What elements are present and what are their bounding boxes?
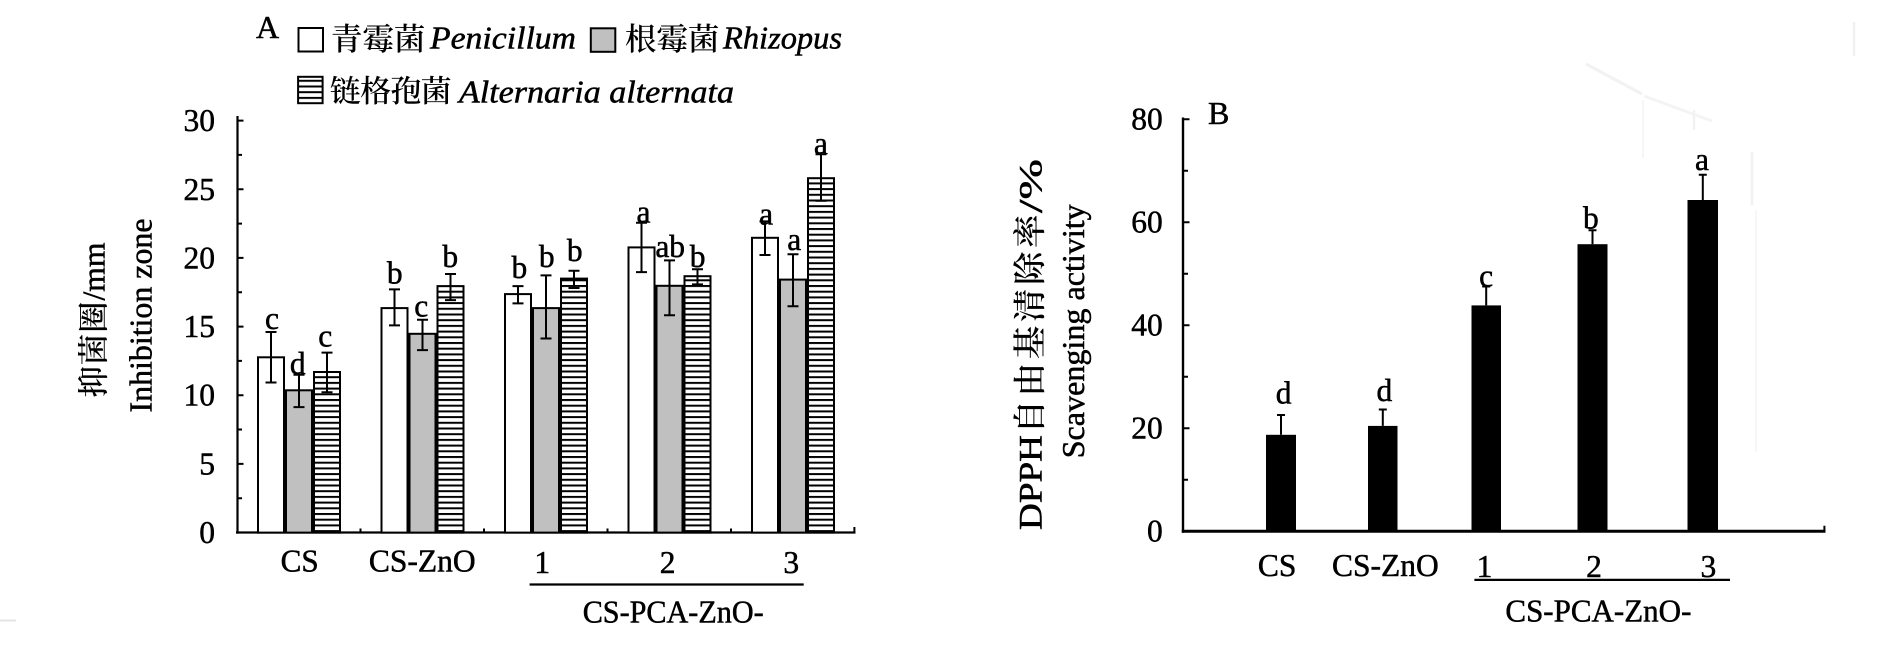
svg-text:2: 2 — [660, 545, 676, 580]
svg-text:20: 20 — [1131, 411, 1163, 446]
svg-text:0: 0 — [1147, 514, 1163, 549]
svg-text:20: 20 — [184, 240, 216, 275]
svg-text:CS-PCA-ZnO-: CS-PCA-ZnO- — [1505, 594, 1691, 629]
svg-text:ab: ab — [655, 229, 685, 264]
svg-text:80: 80 — [1131, 102, 1163, 137]
svg-text:10: 10 — [184, 378, 216, 413]
svg-text:CS-ZnO: CS-ZnO — [369, 544, 476, 579]
svg-text:25: 25 — [184, 172, 216, 207]
svg-text:b: b — [539, 239, 555, 274]
svg-text:30: 30 — [184, 103, 216, 138]
svg-text:d: d — [1377, 373, 1393, 408]
svg-text:1: 1 — [534, 545, 550, 580]
svg-text:B: B — [1208, 95, 1229, 131]
svg-text:Alternaria alternata: Alternaria alternata — [457, 75, 734, 110]
svg-text:3: 3 — [783, 545, 799, 580]
svg-text:Penicillum: Penicillum — [429, 21, 576, 56]
svg-text:/%: /% — [1014, 159, 1050, 213]
svg-text:d: d — [1276, 376, 1292, 411]
svg-text:DPPH: DPPH — [1014, 435, 1050, 530]
svg-text:0: 0 — [199, 515, 215, 550]
svg-text:b: b — [512, 250, 528, 285]
svg-text:2: 2 — [1586, 549, 1602, 584]
svg-text:3: 3 — [1701, 549, 1717, 584]
svg-text:Rhizopus: Rhizopus — [722, 21, 842, 56]
svg-text:CS: CS — [1258, 548, 1297, 583]
svg-text:CS-PCA-ZnO-: CS-PCA-ZnO- — [583, 595, 764, 630]
svg-text:/mm: /mm — [77, 242, 112, 300]
svg-text:CS: CS — [281, 544, 319, 579]
svg-text:c: c — [1479, 259, 1493, 294]
svg-text:5: 5 — [199, 446, 215, 481]
svg-text:a: a — [759, 197, 773, 232]
svg-text:A: A — [256, 9, 279, 45]
svg-text:d: d — [290, 346, 306, 381]
svg-text:CS-ZnO: CS-ZnO — [1332, 548, 1439, 583]
svg-text:a: a — [637, 195, 651, 230]
svg-text:Inhibition zone: Inhibition zone — [124, 218, 159, 412]
svg-text:60: 60 — [1131, 205, 1163, 240]
svg-text:b: b — [387, 256, 403, 291]
svg-text:b: b — [1583, 201, 1599, 236]
svg-text:b: b — [690, 239, 706, 274]
svg-text:b: b — [442, 239, 458, 274]
svg-text:c: c — [265, 301, 279, 336]
svg-text:1: 1 — [1477, 549, 1493, 584]
svg-text:b: b — [567, 233, 583, 268]
svg-text:15: 15 — [184, 309, 216, 344]
svg-text:c: c — [414, 288, 428, 323]
svg-text:Scavenging activity: Scavenging activity — [1056, 204, 1091, 458]
svg-text:a: a — [787, 222, 801, 257]
svg-text:a: a — [814, 126, 828, 161]
svg-text:40: 40 — [1131, 308, 1163, 343]
svg-text:a: a — [1695, 142, 1709, 177]
svg-text:c: c — [318, 319, 332, 354]
